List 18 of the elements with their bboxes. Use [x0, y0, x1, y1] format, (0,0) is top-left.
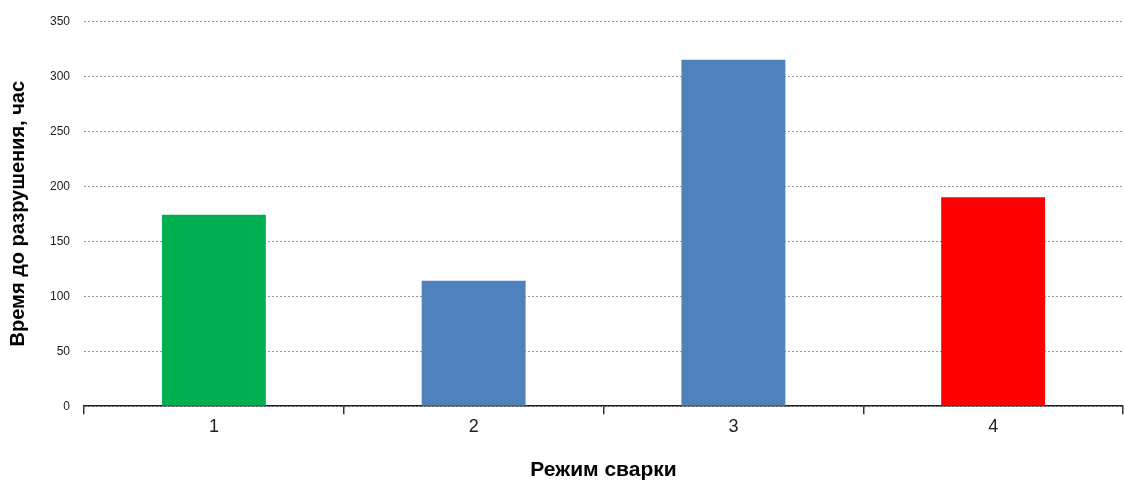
bar	[161, 214, 266, 406]
x-tick-label: 3	[728, 415, 739, 436]
y-tick-label: 100	[49, 288, 71, 303]
bar	[941, 197, 1046, 406]
y-tick-label: 200	[49, 178, 71, 193]
x-tick-label: 2	[468, 415, 479, 436]
y-tick-label: 250	[49, 123, 71, 138]
y-tick-label: 150	[49, 233, 71, 248]
y-axis-title: Время до разрушения, час	[5, 80, 28, 347]
x-axis-title: Режим сварки	[530, 457, 677, 481]
x-tick-label: 4	[988, 415, 999, 436]
y-tick-label: 0	[63, 398, 71, 413]
x-tick-label: 1	[208, 415, 219, 436]
bar	[421, 280, 526, 406]
y-tick-label: 50	[56, 343, 71, 358]
bar	[681, 59, 786, 406]
y-tick-label: 350	[49, 13, 71, 28]
y-tick-label: 300	[49, 68, 71, 83]
